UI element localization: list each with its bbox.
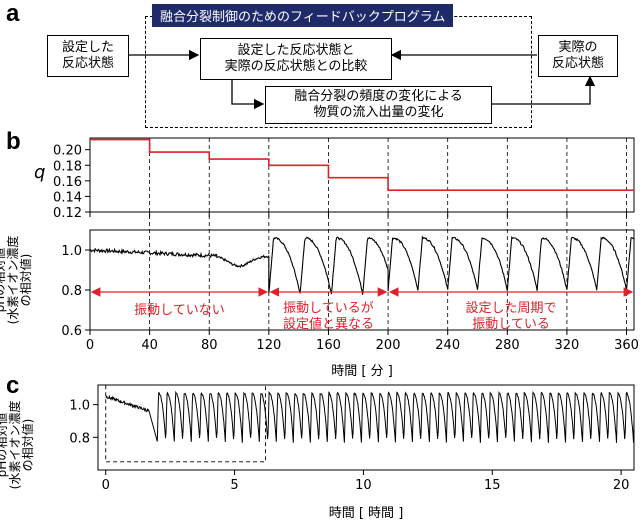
c-ylabel-line: (水素イオン濃度 <box>7 401 22 490</box>
compare-line-1: 設定した反応状態と <box>237 43 355 58</box>
ph-axis-xtick-label: 160 <box>316 338 341 353</box>
setpoint-line-2: 反応状態 <box>61 56 114 71</box>
c-axis-xtick-label: 20 <box>613 478 630 493</box>
ph-axis-xtick-label: 40 <box>141 338 158 353</box>
ph-ylabel: pHの相対値(水素イオン濃度の相対値) <box>0 236 33 325</box>
actual-line-1: 実際の <box>558 40 598 55</box>
c-axis-xtick-label: 10 <box>355 478 372 493</box>
c-series-line <box>105 390 635 443</box>
ph-axis-xtick-label: 0 <box>86 338 94 353</box>
ph-axis-ytick-label: 0.8 <box>61 284 82 299</box>
q-axis-frame <box>89 137 635 213</box>
feedback-program-title: 融合分裂制御のためのフィードバックプログラム <box>152 4 454 27</box>
actual-line-2: 反応状態 <box>551 56 604 71</box>
c-axis-xtick-label: 0 <box>102 478 110 493</box>
ph-xlabel: 時間 [ 分 ] <box>331 364 393 379</box>
regime-label-1: 設定値と異なる <box>283 316 374 332</box>
regime-label-2: 設定した周期で <box>466 300 557 316</box>
regime-label-0: 振動していない <box>134 303 225 318</box>
regime-label-1: 振動しているが <box>283 301 374 316</box>
zoom-region-box <box>105 384 266 463</box>
c-ylabel-line: pHの相対値 <box>0 413 9 478</box>
ph-ylabel-line: の相対値) <box>18 254 33 307</box>
c-axis-xtick-label: 15 <box>484 478 501 493</box>
ph-axis-xtick-label: 280 <box>495 338 520 353</box>
chart-b: 0.200.180.160.140.12 q 1.0 0.8 0.6 0 40 80 120 16… <box>0 137 639 379</box>
flow-arrows <box>128 49 596 110</box>
ph-axis-ytick-label: 0.6 <box>61 324 82 339</box>
ph-axis-ytick-label: 1.0 <box>61 244 82 259</box>
ph-ylabel-line: (水素イオン濃度 <box>5 236 20 325</box>
ph-axis-xtick-label: 360 <box>614 338 639 353</box>
c-ylabel: pHの相対値(水素イオン濃度の相対値) <box>0 401 35 490</box>
c-ylabel-line: の相対値) <box>20 419 35 472</box>
chart-c: 1.0 0.8 0 5 10 15 20 時間 [ 時間 ] pHの相対値(水素イオン濃度の相対… <box>0 384 635 521</box>
actual-box: 実際の 反応状態 <box>538 35 618 77</box>
q-axis-ytick-label: 0.12 <box>53 206 82 221</box>
ph-axis-frame <box>89 229 635 331</box>
c-axis-ytick-label: 0.8 <box>69 431 90 446</box>
c-axis-ytick-label: 1.0 <box>69 399 90 414</box>
ph-axis-xtick-label: 200 <box>376 338 401 353</box>
c-xlabel: 時間 [ 時間 ] <box>329 506 404 521</box>
q-axis-ytick-label: 0.18 <box>53 159 82 174</box>
panel-a-label: a <box>6 0 20 27</box>
ph-axis-xtick-label: 240 <box>435 338 460 353</box>
q-series-line <box>90 138 634 191</box>
ph-axis-xtick-label: 120 <box>256 338 281 353</box>
regime-label-2: 振動している <box>472 317 550 332</box>
arrow-compare-to-change <box>231 79 265 110</box>
change-line-1: 融合分裂の頻度の変化による <box>294 89 463 104</box>
panel-c-label: c <box>6 372 20 399</box>
change-line-2: 物質の流入出量の変化 <box>313 105 444 120</box>
arrow-change-to-actual <box>491 75 596 105</box>
panel-b-label: b <box>6 128 21 155</box>
q-axis-ytick-label: 0.14 <box>53 190 82 205</box>
ph-axis-xtick-label: 320 <box>555 338 580 353</box>
setpoint-line-1: 設定した <box>61 40 114 55</box>
q-axis-ytick-label: 0.16 <box>53 175 82 190</box>
change-box: 融合分裂の頻度の変化による 物質の流入出量の変化 <box>265 86 492 124</box>
ph-ylabel-line: pHの相対値 <box>0 248 7 313</box>
ph-axis-xtick-label: 80 <box>201 338 218 353</box>
q-axis-ytick-label: 0.20 <box>53 144 82 159</box>
compare-line-2: 実際の反応状態との比較 <box>224 59 368 74</box>
q-axis-label: q <box>34 162 45 183</box>
ph-series-line <box>89 235 635 295</box>
setpoint-box: 設定した 反応状態 <box>47 35 129 77</box>
c-axis-xtick-label: 5 <box>230 478 238 493</box>
